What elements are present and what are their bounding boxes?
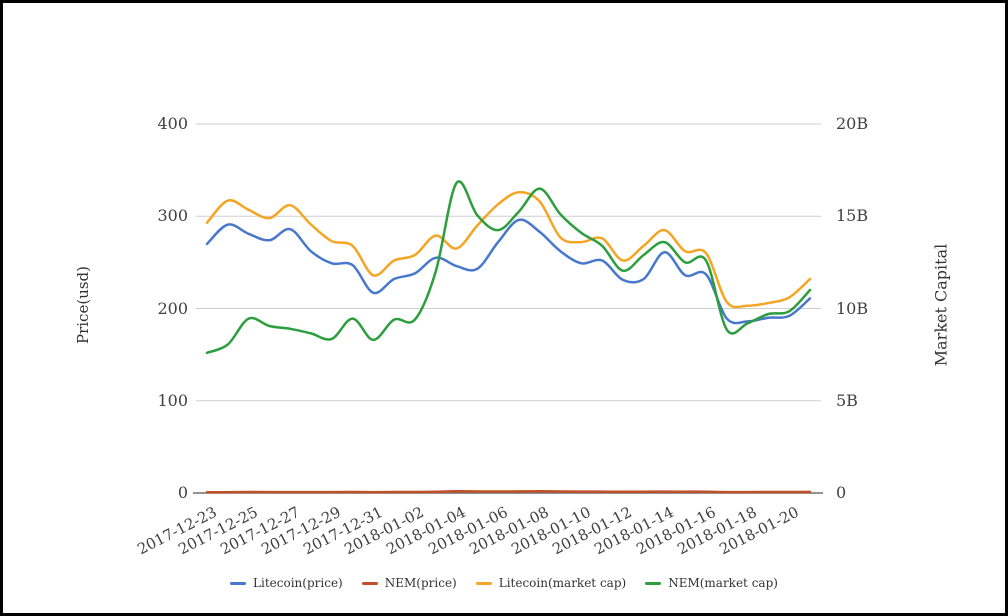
- series-line-nem-price: [205, 490, 812, 494]
- right-axis-title: Market Capital: [931, 243, 951, 367]
- left-axis-tick-0: 0: [177, 483, 188, 502]
- legend-label-litecoin-price: Litecoin(price): [253, 576, 343, 590]
- legend-label-litecoin-market-cap: Litecoin(market cap): [498, 576, 627, 590]
- left-axis-title: Price(usd): [74, 265, 92, 345]
- series-line-nem-market-cap: [205, 180, 812, 355]
- legend-item-litecoin-market-cap[interactable]: Litecoin(market cap): [475, 576, 627, 590]
- legend-label-nem-price: NEM(price): [384, 576, 457, 590]
- left-axis-tick-200: 200: [157, 298, 188, 318]
- legend-swatch-litecoin-price: [230, 581, 247, 585]
- left-axis-tick-100: 100: [157, 390, 188, 410]
- right-axis-tick-10B: 10B: [836, 298, 869, 318]
- series-line-litecoin-market-cap: [205, 190, 812, 309]
- legend-item-nem-price[interactable]: NEM(price): [361, 576, 457, 590]
- legend-item-nem-market-cap[interactable]: NEM(market cap): [645, 576, 778, 590]
- right-axis-tick-20B: 20B: [836, 114, 869, 133]
- right-axis-tick-5B: 5B: [836, 390, 858, 410]
- chart-legend: Litecoin(price) NEM(price) Litecoin(market…: [0, 576, 1008, 590]
- left-axis-tick-300: 300: [157, 206, 188, 226]
- series-line-litecoin-price: [205, 218, 812, 325]
- legend-swatch-litecoin-market-cap: [475, 581, 492, 585]
- legend-item-litecoin-price[interactable]: Litecoin(price): [230, 576, 343, 590]
- legend-swatch-nem-price: [361, 581, 378, 585]
- right-axis-tick-0: 0: [836, 483, 847, 502]
- legend-label-nem-market-cap: NEM(market cap): [668, 576, 778, 590]
- right-axis-tick-15B: 15B: [836, 206, 869, 226]
- left-axis-tick-400: 400: [157, 114, 188, 133]
- legend-swatch-nem-market-cap: [645, 581, 662, 585]
